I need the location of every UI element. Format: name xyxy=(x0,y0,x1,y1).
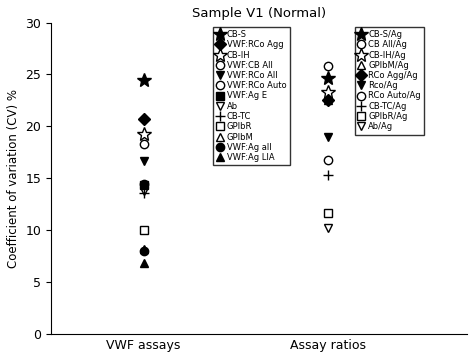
Legend: CB-S/Ag, CB All/Ag, CB-IH/Ag, GPIbM/Ag, RCo Agg/Ag, Rco/Ag, RCo Auto/Ag, CB-TC/A: CB-S/Ag, CB All/Ag, CB-IH/Ag, GPIbM/Ag, … xyxy=(355,27,424,135)
Y-axis label: Coefficient of variation (CV) %: Coefficient of variation (CV) % xyxy=(7,89,20,268)
Title: Sample V1 (Normal): Sample V1 (Normal) xyxy=(192,7,326,20)
